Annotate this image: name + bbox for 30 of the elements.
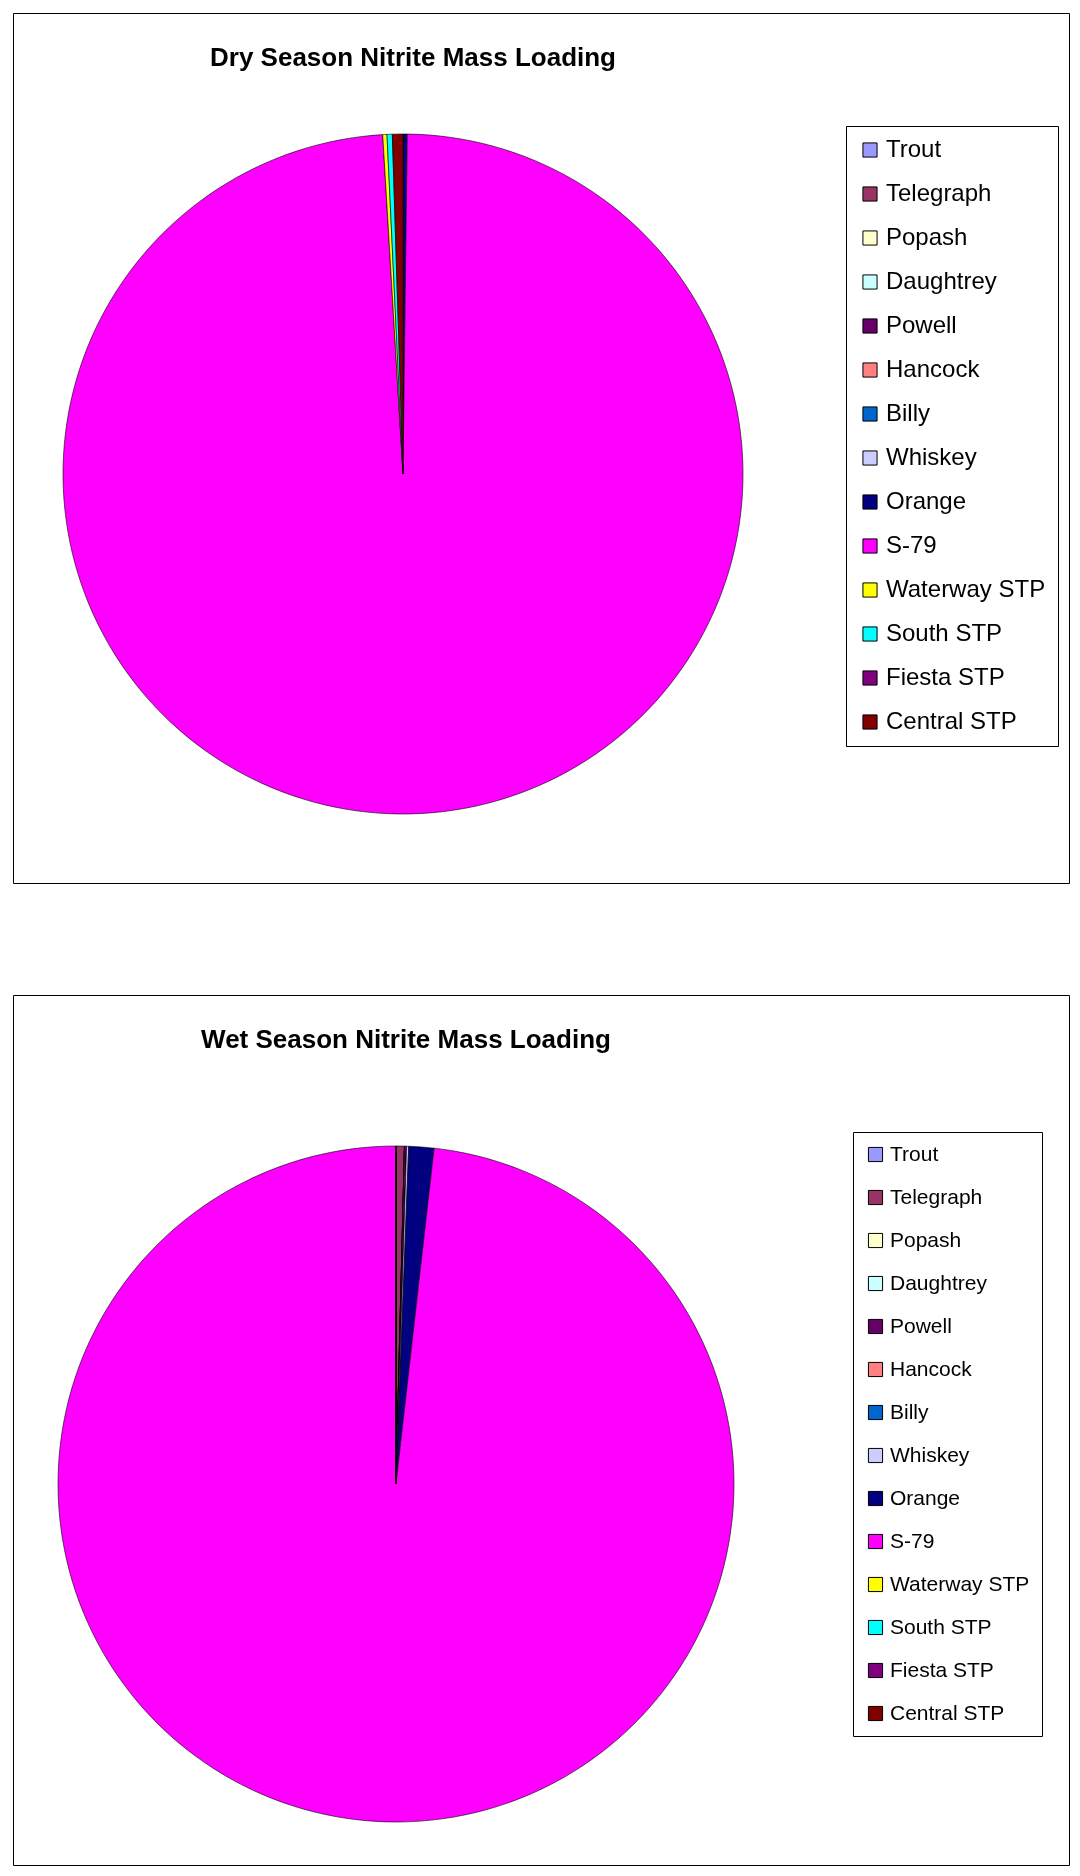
legend-label: Whiskey [890,1442,970,1466]
legend-label: South STP [886,619,1003,646]
legend-label: Billy [890,1399,929,1423]
legend-label: Orange [886,487,967,514]
chart-title: Dry Season Nitrite Mass Loading [210,42,616,72]
legend-label: Powell [886,311,957,338]
chart-title: Wet Season Nitrite Mass Loading [201,1024,611,1054]
legend-label: Fiesta STP [890,1657,994,1681]
legend-label: Telegraph [886,179,992,206]
legend-label: Popash [886,223,968,250]
legend-label: Trout [886,135,942,162]
legend-label: Hancock [886,355,981,382]
legend-label: Daughtrey [886,267,997,294]
legend-label: Waterway STP [890,1571,1030,1595]
legend-label: Popash [890,1227,962,1251]
legend-label: Central STP [886,707,1017,734]
legend-label: Orange [890,1485,961,1509]
legend-label: Telegraph [890,1184,983,1208]
legend-label: Waterway STP [886,575,1046,602]
legend-label: Billy [886,399,931,426]
legend-label: Powell [890,1313,952,1337]
legend-label: Hancock [890,1356,973,1380]
legend-label: South STP [890,1614,992,1638]
legend-label: Central STP [890,1700,1005,1724]
legend-label: Daughtrey [890,1270,988,1294]
legend-label: Whiskey [886,443,977,470]
legend-label: Trout [890,1141,939,1165]
legend-label: S-79 [886,531,937,558]
legend-label: S-79 [890,1528,935,1552]
legend-label: Fiesta STP [886,663,1005,690]
